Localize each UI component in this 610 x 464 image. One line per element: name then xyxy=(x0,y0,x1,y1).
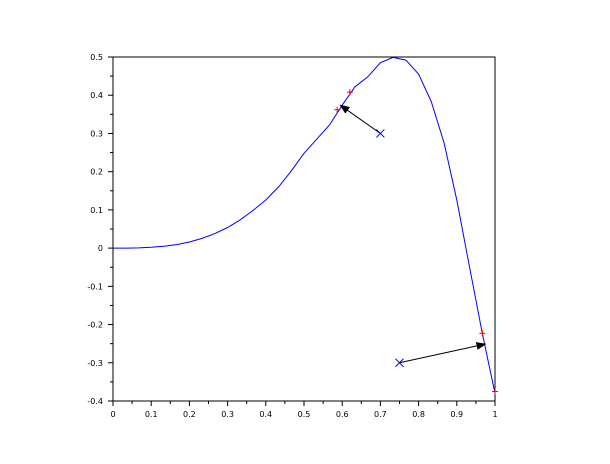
arrow xyxy=(339,104,381,134)
y-tick-label: -0.2 xyxy=(87,321,103,330)
x-tick-label: 1 xyxy=(492,410,497,419)
red-plus-marker xyxy=(346,89,353,96)
blue-cross-marker xyxy=(376,129,385,138)
y-tick-label: 0.1 xyxy=(90,206,103,215)
x-tick-label: 0.9 xyxy=(450,410,463,419)
y-tick-label: 0.4 xyxy=(90,91,103,100)
plot-frame xyxy=(112,56,496,402)
axes: 0 0.1 0.2 0.3 0.4 0.5 0.6 0.7 0.8 0.9 1 -0.4 -0.3 -0.… xyxy=(87,53,497,419)
x-tick-label: 0.2 xyxy=(183,410,196,419)
x-tick-label: 0.3 xyxy=(221,410,234,419)
y-tick-label: 0.5 xyxy=(90,53,103,62)
y-tick-label: -0.1 xyxy=(87,282,103,291)
x-tick-label: 0.4 xyxy=(259,410,272,419)
red-plus-marker xyxy=(479,330,486,337)
x-tick-label: 0.5 xyxy=(298,410,311,419)
y-tick-label: 0.2 xyxy=(90,168,103,177)
red-plus-marker xyxy=(334,106,341,113)
y-tick-label: 0.3 xyxy=(90,129,103,138)
arrow xyxy=(399,342,487,364)
curve-line xyxy=(113,56,496,394)
x-tick-label: 0.6 xyxy=(336,410,349,419)
y-tick-label: 0 xyxy=(98,244,103,253)
y-tick-label: -0.4 xyxy=(87,397,103,406)
x-tick-label: 0 xyxy=(110,410,115,419)
blue-cross-marker xyxy=(395,358,404,368)
x-tick-label: 0.1 xyxy=(145,410,158,419)
y-tick-label: -0.3 xyxy=(87,359,103,368)
red-plus-marker xyxy=(492,388,498,395)
x-tick-label: 0.7 xyxy=(374,410,387,419)
x-tick-label: 0.8 xyxy=(412,410,425,419)
plot-marks xyxy=(113,56,498,395)
